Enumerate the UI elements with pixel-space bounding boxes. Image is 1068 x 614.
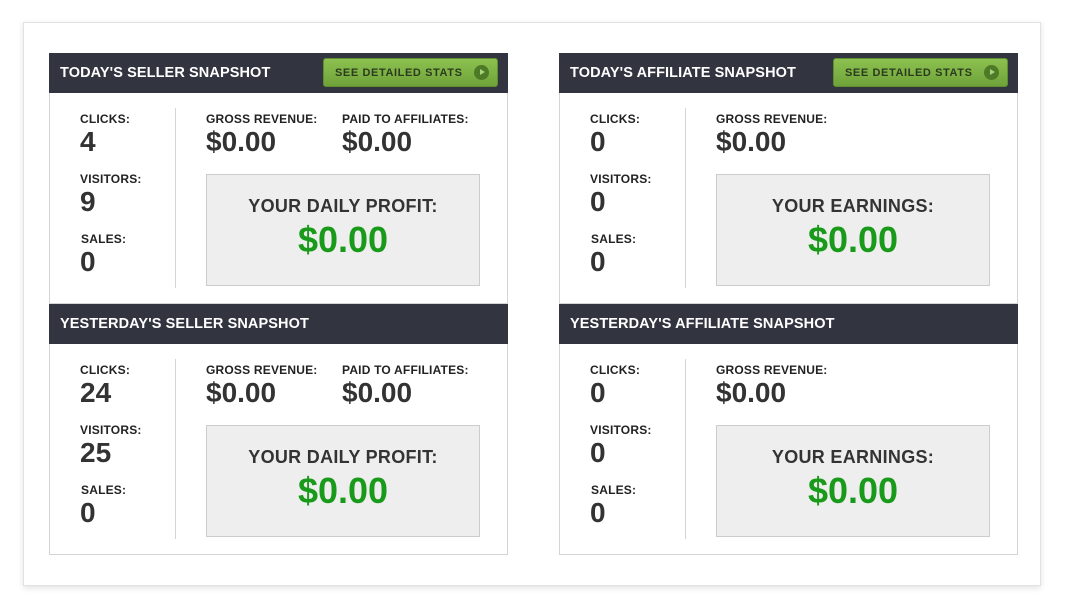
today-affiliate-snapshot: TODAY'S AFFILIATE SNAPSHOT SEE DETAILED … xyxy=(559,53,1018,304)
visitors-label: VISITORS: xyxy=(590,172,652,186)
today-seller-snapshot: TODAY'S SELLER SNAPSHOT SEE DETAILED STA… xyxy=(49,53,508,304)
button-label: SEE DETAILED STATS xyxy=(845,67,973,79)
clicks-value: 0 xyxy=(590,126,606,157)
visitors-value: 0 xyxy=(590,186,606,217)
box-label: YOUR DAILY PROFIT: xyxy=(248,196,438,216)
clicks-label: CLICKS: xyxy=(590,112,641,126)
see-detailed-stats-button[interactable]: SEE DETAILED STATS xyxy=(323,58,498,87)
visitors-value: 25 xyxy=(80,437,112,468)
sales-value: 0 xyxy=(80,497,96,528)
clicks-value: 4 xyxy=(80,126,96,157)
divider xyxy=(685,359,686,539)
paid-to-affiliates-label: PAID TO AFFILIATES: xyxy=(342,363,469,377)
panel-title: TODAY'S SELLER SNAPSHOT xyxy=(60,65,271,81)
sales-value: 0 xyxy=(80,246,96,277)
box-label: YOUR DAILY PROFIT: xyxy=(248,447,438,467)
gross-revenue-label: GROSS REVENUE: xyxy=(716,112,828,126)
visitors-label: VISITORS: xyxy=(80,172,142,186)
dashboard-card: TODAY'S SELLER SNAPSHOT SEE DETAILED STA… xyxy=(23,22,1041,586)
divider xyxy=(175,108,176,288)
sales-label: SALES: xyxy=(81,232,127,246)
sales-label: SALES: xyxy=(81,483,127,497)
divider xyxy=(175,359,176,539)
paid-to-affiliates-label: PAID TO AFFILIATES: xyxy=(342,112,469,126)
gross-revenue-label: GROSS REVENUE: xyxy=(716,363,828,377)
box-label: YOUR EARNINGS: xyxy=(771,196,935,216)
panel-header: TODAY'S SELLER SNAPSHOT SEE DETAILED STA… xyxy=(49,53,508,93)
panel-header: YESTERDAY'S SELLER SNAPSHOT xyxy=(49,304,508,344)
play-arrow-icon xyxy=(984,65,999,80)
sales-label: SALES: xyxy=(591,483,637,497)
sales-value: 0 xyxy=(590,246,606,277)
gross-revenue-value: $0.00 xyxy=(716,377,787,408)
panel-body: CLICKS: 4 VISITORS: 9 SALES: 0 GROSS REV… xyxy=(49,93,508,304)
clicks-label: CLICKS: xyxy=(80,112,131,126)
panel-body: CLICKS: 24 VISITORS: 25 SALES: 0 GROSS R… xyxy=(49,344,508,555)
panel-title: YESTERDAY'S SELLER SNAPSHOT xyxy=(60,316,309,332)
yesterday-seller-snapshot: YESTERDAY'S SELLER SNAPSHOT CLICKS: 24 V… xyxy=(49,304,508,555)
play-arrow-icon xyxy=(474,65,489,80)
panel-body: CLICKS: 0 VISITORS: 0 SALES: 0 GROSS REV… xyxy=(559,93,1018,304)
box-label: YOUR EARNINGS: xyxy=(771,447,935,467)
box-value: $0.00 xyxy=(807,470,899,511)
panel-header: YESTERDAY'S AFFILIATE SNAPSHOT xyxy=(559,304,1018,344)
yesterday-affiliate-snapshot: YESTERDAY'S AFFILIATE SNAPSHOT CLICKS: 0… xyxy=(559,304,1018,555)
box-value: $0.00 xyxy=(807,219,899,260)
sales-label: SALES: xyxy=(591,232,637,246)
paid-to-affiliates-value: $0.00 xyxy=(342,126,413,157)
panel-body: CLICKS: 0 VISITORS: 0 SALES: 0 GROSS REV… xyxy=(559,344,1018,555)
earnings-box: YOUR EARNINGS: $0.00 xyxy=(716,174,990,286)
visitors-value: 0 xyxy=(590,437,606,468)
box-value: $0.00 xyxy=(297,219,389,260)
clicks-label: CLICKS: xyxy=(80,363,131,377)
visitors-label: VISITORS: xyxy=(590,423,652,437)
see-detailed-stats-button[interactable]: SEE DETAILED STATS xyxy=(833,58,1008,87)
gross-revenue-label: GROSS REVENUE: xyxy=(206,112,318,126)
panel-title: TODAY'S AFFILIATE SNAPSHOT xyxy=(570,65,796,81)
gross-revenue-value: $0.00 xyxy=(206,126,277,157)
panel-header: TODAY'S AFFILIATE SNAPSHOT SEE DETAILED … xyxy=(559,53,1018,93)
clicks-value: 24 xyxy=(80,377,112,408)
visitors-label: VISITORS: xyxy=(80,423,142,437)
paid-to-affiliates-value: $0.00 xyxy=(342,377,413,408)
sales-value: 0 xyxy=(590,497,606,528)
clicks-value: 0 xyxy=(590,377,606,408)
panel-title: YESTERDAY'S AFFILIATE SNAPSHOT xyxy=(570,316,835,332)
divider xyxy=(685,108,686,288)
button-label: SEE DETAILED STATS xyxy=(335,67,463,79)
daily-profit-box: YOUR DAILY PROFIT: $0.00 xyxy=(206,425,480,537)
box-value: $0.00 xyxy=(297,470,389,511)
visitors-value: 9 xyxy=(80,186,96,217)
earnings-box: YOUR EARNINGS: $0.00 xyxy=(716,425,990,537)
daily-profit-box: YOUR DAILY PROFIT: $0.00 xyxy=(206,174,480,286)
gross-revenue-label: GROSS REVENUE: xyxy=(206,363,318,377)
clicks-label: CLICKS: xyxy=(590,363,641,377)
gross-revenue-value: $0.00 xyxy=(716,126,787,157)
gross-revenue-value: $0.00 xyxy=(206,377,277,408)
